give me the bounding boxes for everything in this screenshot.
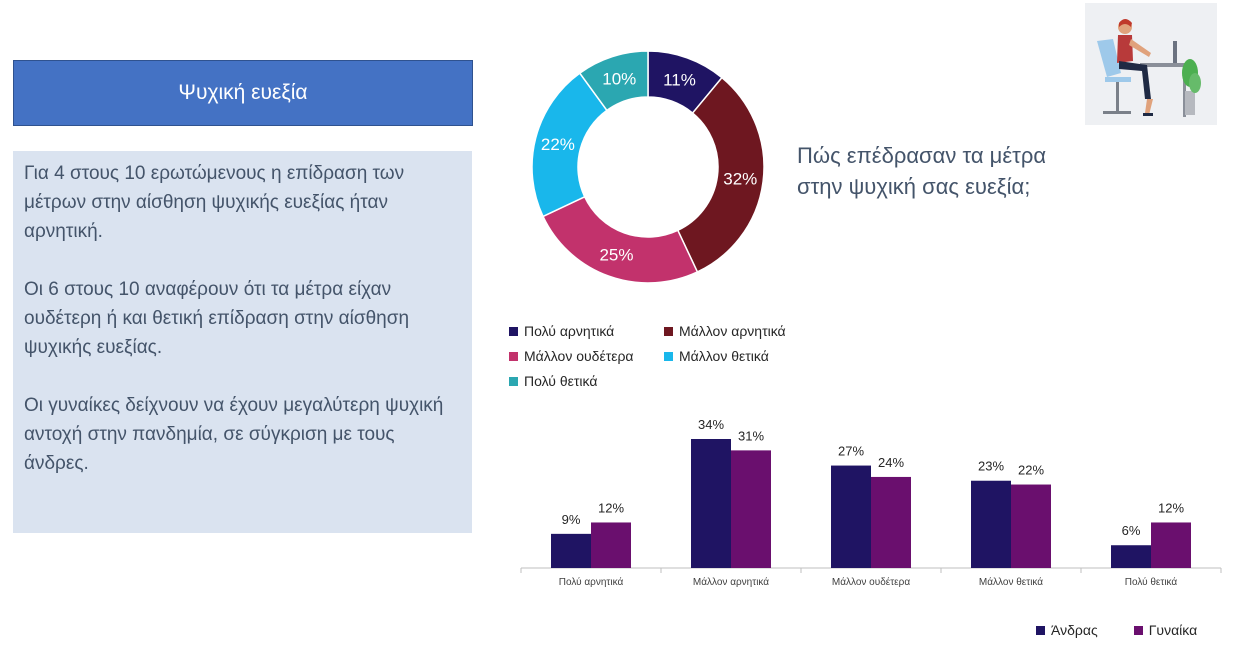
donut-legend-item-2: Μάλλον αρνητικά — [664, 323, 786, 339]
legend-label: Άνδρας — [1051, 622, 1098, 638]
legend-swatch — [664, 326, 673, 336]
x-tick-label-3: Μάλλον ουδέτερα — [832, 576, 910, 588]
bar-value-label: 23% — [978, 459, 1004, 474]
bar-series1-3 — [831, 465, 871, 568]
bar-series1-4 — [971, 480, 1011, 568]
bar-value-label: 12% — [598, 500, 624, 515]
bar-series2-1 — [591, 522, 631, 568]
summary-box: Για 4 στους 10 ερωτώμενους η επίδραση τω… — [13, 151, 472, 533]
woman-at-desk-illustration-icon — [1085, 3, 1217, 125]
section-title-text: Ψυχική ευεξία — [178, 81, 308, 104]
legend-label: Γυναίκα — [1148, 622, 1198, 638]
bar-series1-5 — [1111, 545, 1151, 568]
bar-legend-item-2: Γυναίκα — [1133, 622, 1198, 638]
bar-value-label: 27% — [838, 444, 864, 459]
bar-series2-3 — [871, 476, 911, 568]
donut-chart: 11% 32% 25% 22% 10% — [531, 50, 765, 284]
donut-label-3: 25% — [599, 246, 633, 265]
legend-swatch — [509, 326, 518, 336]
donut-label-4: 22% — [541, 135, 575, 154]
bar-value-label: 34% — [698, 417, 724, 432]
bar-value-label: 24% — [878, 455, 904, 470]
bar-value-label: 12% — [1158, 500, 1184, 515]
legend-swatch — [509, 351, 518, 361]
donut-legend-item-4: Μάλλον θετικά — [664, 348, 769, 364]
legend-label: Μάλλον ουδέτερα — [524, 348, 634, 364]
legend-label: Πολύ θετικά — [524, 373, 598, 389]
bar-value-label: 31% — [738, 428, 764, 443]
bar-series2-4 — [1011, 484, 1051, 568]
section-title: Ψυχική ευεξία — [13, 60, 473, 126]
bar-legend-item-1: Άνδρας — [1036, 622, 1098, 638]
bar-value-label: 22% — [1018, 463, 1044, 478]
legend-swatch — [1133, 625, 1143, 635]
legend-swatch — [1036, 625, 1045, 635]
legend-label: Πολύ αρνητικά — [524, 323, 615, 339]
legend-swatch — [509, 376, 518, 386]
bar-value-label: 6% — [1122, 523, 1141, 538]
donut-legend-item-1: Πολύ αρνητικά — [509, 323, 614, 339]
donut-label-5: 10% — [602, 70, 636, 89]
legend-swatch — [664, 351, 673, 361]
bar-series1-2 — [691, 439, 731, 568]
bar-series2-2 — [731, 450, 771, 568]
x-tick-label-5: Πολύ θετικά — [1125, 576, 1178, 588]
donut-slice-2 — [676, 76, 765, 273]
donut-label-2: 32% — [723, 170, 757, 189]
x-tick-label-2: Μάλλον αρνητικά — [693, 576, 769, 588]
x-tick-label-1: Πολύ αρνητικά — [559, 576, 624, 588]
question-text: Πώς επέδρασαν τα μέτρα στην ψυχική σας ε… — [797, 143, 1047, 199]
donut-legend-item-3: Μάλλον ουδέτερα — [509, 348, 634, 364]
x-tick-label-4: Μάλλον θετικά — [979, 576, 1043, 588]
bar-series1-1 — [551, 533, 591, 568]
summary-paragraph-3: Οι γυναίκες δείχνουν να έχουν μεγαλύτερη… — [24, 395, 444, 474]
bar-legend: Άνδρας Γυναίκα — [1036, 622, 1197, 638]
bar-series2-5 — [1151, 522, 1191, 568]
donut-slice-3 — [542, 195, 699, 284]
donut-slice-5 — [578, 50, 649, 112]
donut-legend-item-5: Πολύ θετικά — [509, 373, 597, 389]
bar-chart: 9% 12% Πολύ αρνητικά 34% 31% Μάλλον αρνητικά 2… — [520, 417, 1222, 588]
summary-paragraph-1: Για 4 στους 10 ερωτώμενους η επίδραση τω… — [24, 163, 405, 242]
donut-label-1: 11% — [663, 70, 696, 89]
legend-label: Μάλλον αρνητικά — [679, 323, 786, 339]
bar-value-label: 9% — [562, 512, 581, 527]
legend-label: Μάλλον θετικά — [679, 348, 769, 364]
summary-paragraph-2: Οι 6 στους 10 αναφέρουν ότι τα μέτρα είχ… — [24, 279, 410, 358]
